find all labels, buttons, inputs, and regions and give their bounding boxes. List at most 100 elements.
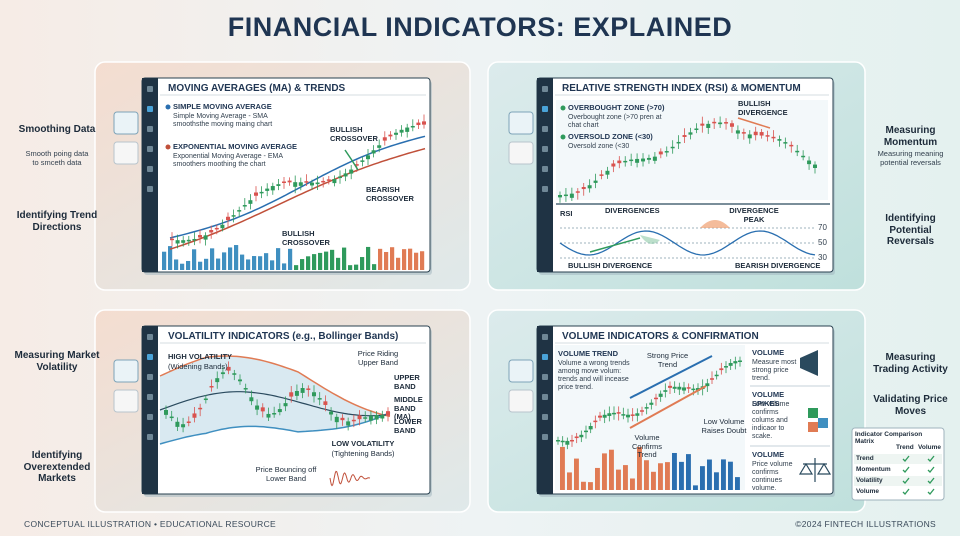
matrix-row (854, 465, 942, 475)
candle-body (593, 420, 598, 423)
candle-body (771, 136, 776, 139)
candle-body (593, 180, 598, 183)
volume-bar (366, 246, 371, 270)
candle-body (388, 134, 393, 137)
candle-body (277, 409, 282, 413)
volume-bar (414, 252, 419, 270)
candle-body (599, 174, 604, 176)
candle-body (611, 163, 616, 167)
label: VOLUME INDICATORS & CONFIRMATION (562, 331, 759, 342)
candle-body (777, 139, 782, 141)
label: Smooth poing data to smceth data (25, 149, 89, 167)
candle-body (287, 180, 292, 183)
candle-body (664, 151, 669, 153)
sidebar-icon (147, 126, 153, 132)
candle-body (670, 146, 675, 149)
label: Oversold zone (<30 (568, 143, 630, 150)
sidebar-icon (542, 186, 548, 192)
sidebar-icon (147, 434, 153, 440)
candle-body (560, 440, 565, 443)
candle-body (315, 182, 320, 185)
candle-body (170, 238, 174, 241)
volume-bar (672, 452, 677, 490)
volume-bar (168, 246, 173, 270)
candle-body (226, 216, 230, 221)
label: Identifying Potential Reversals (885, 213, 936, 247)
volume-bar (728, 461, 733, 490)
candle-body (789, 144, 794, 147)
candle-body (626, 414, 630, 418)
sidebar-icon (542, 106, 548, 112)
candle-body (332, 179, 337, 184)
label: Measure most strong price trend. (752, 359, 797, 383)
candle-body (602, 414, 607, 418)
volume-bar (700, 466, 705, 490)
candle-body (735, 130, 740, 134)
sidebar-icon (542, 166, 548, 172)
candle-body (753, 131, 758, 136)
label: Identifying Overextended Markets (23, 450, 91, 484)
candle-body (260, 407, 265, 412)
candle-body (635, 413, 640, 416)
volume-bar (330, 249, 335, 270)
candle-body (266, 413, 271, 418)
sidebar-icon (542, 354, 548, 360)
candle-body (198, 235, 202, 238)
label: Trend (856, 455, 874, 462)
icon-box (508, 359, 534, 383)
candle-body (323, 401, 328, 405)
candle-body (238, 379, 242, 382)
candle-body (164, 410, 168, 415)
cube-icon (808, 408, 818, 418)
volume-bar (258, 256, 263, 270)
candle-body (272, 413, 277, 415)
check-icon (902, 488, 910, 495)
candle-body (192, 413, 197, 418)
candle-body (635, 158, 640, 163)
volume-bar (270, 260, 275, 270)
candle-body (630, 414, 635, 416)
check-icon (902, 455, 910, 462)
volume-bar (665, 462, 670, 490)
candle-body (255, 405, 260, 410)
volume-bar (348, 265, 353, 270)
candle-body (612, 412, 616, 415)
candle-body (304, 181, 309, 183)
sidebar-icon (542, 146, 548, 152)
label: LOWER BAND (394, 417, 422, 435)
candle-body (377, 145, 382, 148)
label: VOLUME SPIKES (752, 390, 785, 408)
candle-body (371, 150, 376, 154)
label: Exponential Moving Average - EMA smoothe… (173, 153, 283, 169)
candle-body (220, 224, 225, 229)
candle-body (652, 156, 657, 161)
candle-body (563, 194, 568, 197)
label: ©2024 FINTECH ILLUSTRATIONS (795, 519, 936, 529)
sidebar-icon (542, 334, 548, 340)
candle-body (198, 407, 203, 410)
candle-body (795, 150, 800, 153)
sidebar-icon (542, 434, 548, 440)
arrow (629, 355, 713, 399)
candle-body (682, 387, 686, 391)
arrow (629, 385, 707, 429)
label: Volume (918, 444, 941, 451)
label: Volume a wrong trends among move volum: … (558, 360, 630, 392)
candle-body (705, 383, 710, 387)
candle-body (300, 388, 305, 393)
candle-body (298, 182, 303, 186)
label: Measuring Market Volatility (14, 350, 100, 373)
ema-line (169, 147, 426, 250)
candle-body (646, 157, 651, 160)
arrow (737, 117, 771, 129)
candle-body (410, 125, 415, 128)
candle-body (317, 398, 322, 400)
label: 70 (818, 223, 827, 232)
candle-body (340, 417, 345, 421)
candle-body (556, 440, 560, 442)
candle-body (422, 121, 426, 125)
sidebar-icon (147, 86, 153, 92)
volume-bar (651, 471, 656, 490)
volume-bar (354, 264, 359, 270)
candle-body (242, 205, 247, 207)
